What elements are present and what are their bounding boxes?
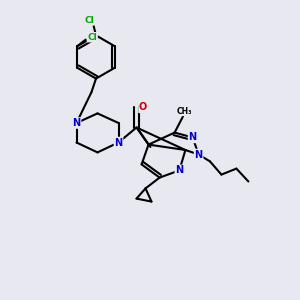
Text: N: N [188,132,197,142]
Text: N: N [175,165,184,176]
Text: N: N [72,118,81,128]
Text: Cl: Cl [87,33,97,42]
Text: CH₃: CH₃ [177,106,192,116]
Text: N: N [194,149,203,160]
Text: O: O [139,102,147,112]
Text: N: N [114,137,123,148]
Text: Cl: Cl [84,16,94,25]
